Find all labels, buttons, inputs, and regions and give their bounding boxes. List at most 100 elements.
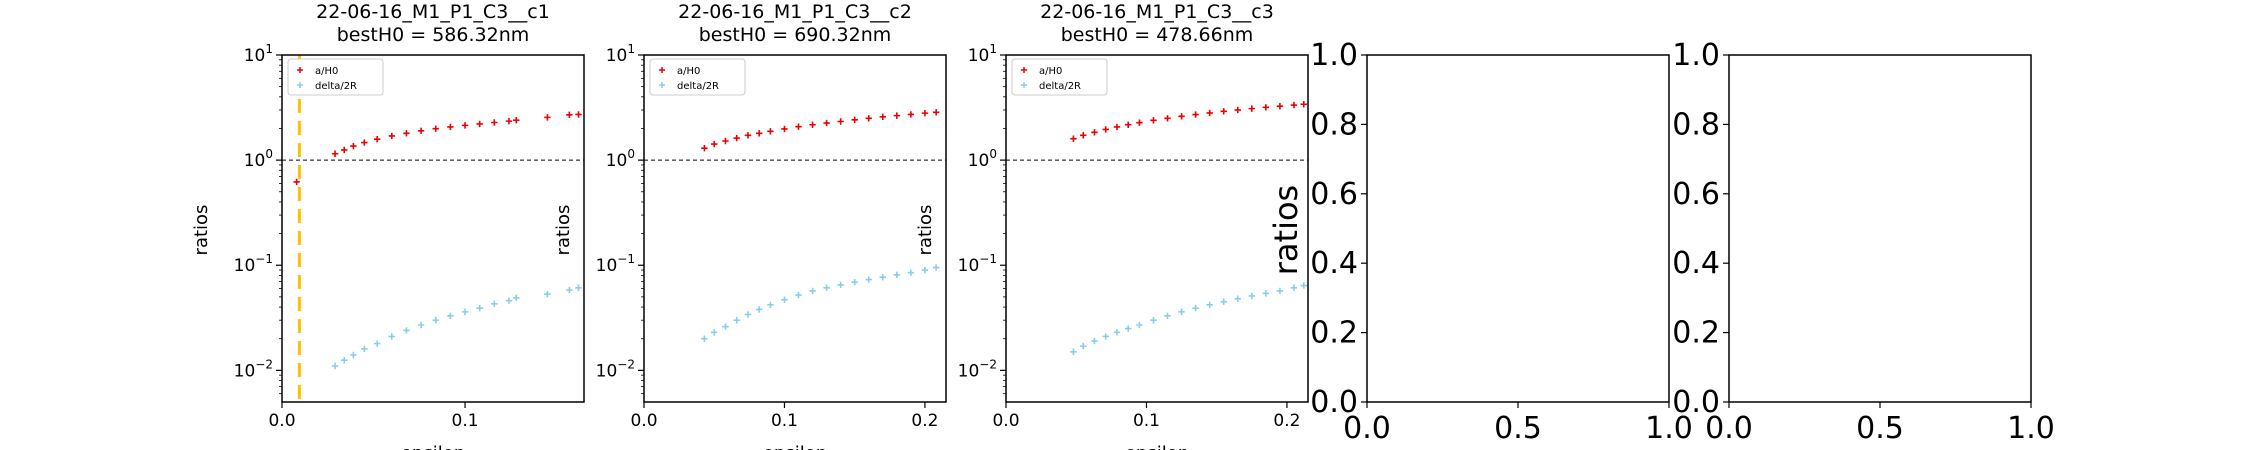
legend-marker: [659, 82, 665, 88]
y-axis-label: ratios: [1267, 185, 1305, 275]
data-point: [879, 273, 886, 281]
data-point: [373, 136, 381, 143]
data-point: [1276, 102, 1284, 110]
data-point: [1164, 312, 1171, 320]
data-point: [879, 113, 886, 121]
x-tick-label: 0.0: [1705, 411, 1753, 446]
legend: a/H0 delta/2R: [649, 58, 746, 96]
data-point: [1150, 317, 1157, 324]
legend-label: a/H0: [1039, 66, 1062, 77]
x-tick-label: 1.0: [2007, 411, 2055, 446]
x-tick-label: 0.1: [1133, 411, 1160, 431]
series-delta-2r: [701, 264, 940, 342]
data-point: [1290, 101, 1298, 109]
legend-marker: [1021, 67, 1027, 73]
subplot-2: 0.0 0.1 0.2 10−2 10−1 100 101 22-06-16_M1_P1_C3…: [553, 1, 947, 450]
chart-title: 22-06-16_M1_P1_C3__c3 bestH0 = 478.66nm: [1040, 1, 1274, 46]
data-point: [932, 264, 940, 271]
data-point: [505, 297, 513, 304]
data-point: [809, 287, 816, 295]
subplot-4: 0.0 0.5 1.0 0.0 0.2 0.4 0.6 0.8 1.0 ratios: [1267, 38, 1693, 446]
y-tick-label: 10−1: [234, 252, 273, 276]
data-point: [491, 300, 498, 307]
data-point: [893, 271, 901, 279]
x-axis-label: epsilon: [401, 443, 465, 450]
data-point: [447, 123, 454, 131]
y-tick-label: 10−2: [596, 357, 635, 381]
legend-marker: [659, 67, 665, 73]
x-tick-label: 0.2: [911, 411, 938, 431]
y-tick-label: 100: [606, 147, 635, 171]
data-point: [331, 362, 339, 370]
legend-label: delta/2R: [315, 81, 357, 92]
y-tick-label: 10−2: [234, 357, 273, 381]
data-point: [733, 134, 740, 142]
x-axis-label: epsilon: [1125, 443, 1189, 450]
data-point: [1136, 119, 1143, 126]
y-tick-label: 1.0: [1672, 38, 1720, 73]
x-tick-label: 0.1: [771, 411, 798, 431]
data-point: [711, 140, 718, 148]
x-tick-label: 0.2: [1273, 411, 1300, 431]
legend-frame: [649, 58, 746, 96]
y-tick-label: 0.2: [1310, 316, 1358, 351]
legend-marker: [297, 82, 303, 88]
data-point: [701, 335, 708, 342]
x-tick-label: 0.0: [1343, 411, 1391, 446]
data-point: [1113, 123, 1121, 131]
data-point: [722, 323, 729, 330]
data-point: [1192, 111, 1199, 118]
x-tick-label: 0.0: [992, 411, 1019, 431]
y-tick-label: 100: [968, 147, 997, 171]
data-point: [293, 178, 300, 186]
subplot-5: 0.0 0.5 1.0 0.0 0.2 0.4 0.6 0.8 1.0: [1672, 38, 2055, 446]
data-point: [1178, 308, 1185, 316]
data-point: [907, 111, 915, 118]
data-point: [513, 116, 520, 124]
data-point: [1125, 325, 1132, 332]
data-point: [851, 278, 858, 286]
data-point: [733, 317, 740, 324]
data-point: [781, 296, 788, 303]
axes-frame: [1005, 54, 1309, 403]
data-point: [388, 132, 396, 140]
data-point: [1206, 301, 1213, 309]
y-tick-label: 0.8: [1310, 107, 1358, 142]
data-point: [1206, 109, 1213, 117]
legend-label: delta/2R: [1039, 81, 1081, 92]
legend-marker: [297, 67, 303, 73]
data-point: [744, 132, 752, 139]
data-point: [755, 306, 763, 313]
data-point: [513, 294, 520, 302]
y-tick-label: 0.8: [1672, 107, 1720, 142]
x-tick-label: 0.1: [452, 411, 479, 431]
chart-title: 22-06-16_M1_P1_C3__c1 bestH0 = 586.32nm: [316, 1, 550, 46]
data-point: [566, 111, 573, 118]
series-a-h0: [1070, 101, 1307, 142]
data-point: [1192, 305, 1199, 312]
series-a-h0: [293, 111, 582, 186]
x-tick-label: 0.0: [268, 411, 295, 431]
y-tick-label: 10−1: [958, 252, 997, 276]
data-point: [932, 109, 940, 116]
data-point: [491, 119, 498, 126]
legend-label: a/H0: [315, 66, 338, 77]
data-point: [1300, 282, 1307, 289]
data-point: [1248, 292, 1256, 300]
series-delta-2r: [331, 284, 582, 370]
y-axis-label: ratios: [191, 205, 212, 256]
data-point: [1091, 337, 1098, 345]
data-point: [373, 340, 381, 347]
data-point: [1102, 126, 1109, 133]
data-point: [755, 130, 763, 137]
legend-frame: [1011, 58, 1108, 96]
data-point: [1220, 108, 1227, 115]
data-point: [350, 142, 357, 150]
data-point: [1276, 287, 1284, 295]
data-point: [1300, 101, 1307, 108]
y-tick-label: 0.2: [1672, 316, 1720, 351]
data-point: [781, 125, 788, 133]
y-tick-label: 0.0: [1310, 385, 1358, 420]
y-tick-label: 0.6: [1672, 177, 1720, 212]
data-point: [476, 305, 483, 312]
